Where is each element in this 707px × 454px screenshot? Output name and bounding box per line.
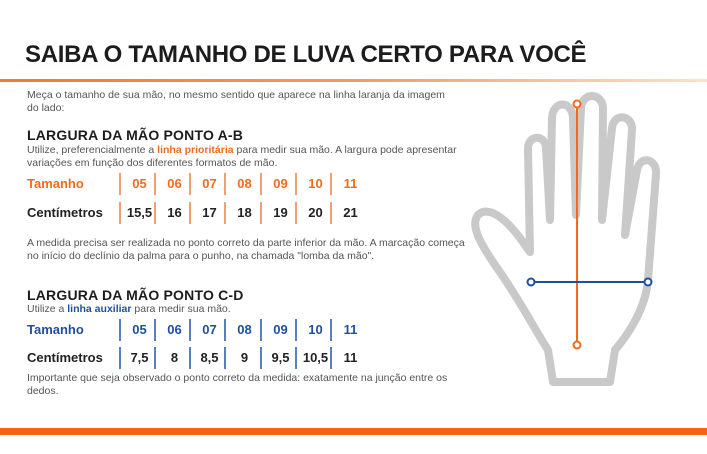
cm-value: 17	[202, 205, 217, 220]
column-separator	[295, 319, 297, 341]
column-separator	[330, 173, 332, 195]
cd-size-row: Tamanho 05 06 07 08 09 10 11	[27, 319, 367, 341]
column-separator	[189, 202, 191, 224]
size-value: 10	[308, 322, 323, 337]
column-separator	[295, 202, 297, 224]
desc-text: Utilize a	[27, 303, 68, 315]
column-separator	[224, 319, 226, 341]
cm-value: 9	[240, 350, 249, 365]
cm-value: 9,5	[271, 350, 290, 365]
size-value: 08	[237, 176, 252, 191]
point-b	[572, 340, 582, 350]
column-separator	[224, 347, 226, 369]
size-label: Tamanho	[27, 322, 84, 337]
size-label: Tamanho	[27, 176, 84, 191]
size-value: 10	[308, 176, 323, 191]
point-c	[526, 277, 536, 287]
size-value: 06	[167, 322, 182, 337]
ab-size-row: Tamanho 05 06 07 08 09 10 11	[27, 173, 367, 195]
size-value: 08	[237, 322, 252, 337]
bottom-bar	[0, 428, 707, 435]
column-separator	[154, 202, 156, 224]
cm-label: Centímetros	[27, 350, 103, 365]
column-separator	[295, 173, 297, 195]
column-separator	[224, 202, 226, 224]
size-value: 06	[167, 176, 182, 191]
intro-text: Meça o tamanho de sua mão, no mesmo sent…	[27, 89, 445, 114]
size-value: 11	[343, 176, 358, 191]
point-d	[643, 277, 653, 287]
column-separator	[189, 319, 191, 341]
section-cd-heading: LARGURA DA MÃO PONTO C-D	[27, 287, 244, 303]
column-separator	[119, 173, 121, 195]
cm-value: 21	[343, 205, 358, 220]
section-cd-description: Utilize a linha auxiliar para medir sua …	[27, 303, 457, 316]
desc-text: para medir sua mão.	[131, 303, 231, 315]
point-a	[572, 99, 582, 109]
column-separator	[330, 319, 332, 341]
size-value: 09	[273, 176, 288, 191]
cm-value: 10,5	[302, 350, 329, 365]
column-separator	[260, 202, 262, 224]
section-ab-note: A medida precisa ser realizada no ponto …	[27, 237, 465, 262]
section-cd-note: Importante que seja observado o ponto co…	[27, 372, 448, 397]
column-separator	[295, 347, 297, 369]
column-separator	[119, 202, 121, 224]
size-value: 07	[202, 322, 217, 337]
column-separator	[260, 173, 262, 195]
cm-value: 8,5	[200, 350, 219, 365]
cd-cm-row: Centímetros 7,5 8 8,5 9 9,5 10,5 11	[27, 347, 367, 369]
cm-label: Centímetros	[27, 205, 103, 220]
column-separator	[189, 347, 191, 369]
column-separator	[330, 347, 332, 369]
size-value: 09	[273, 322, 288, 337]
column-separator	[224, 173, 226, 195]
desc-text: para medir sua mão. A largura pode apres…	[27, 144, 457, 169]
column-separator	[260, 347, 262, 369]
ab-cm-row: Centímetros 15,5 16 17 18 19 20 21	[27, 202, 367, 224]
cm-value: 16	[167, 205, 182, 220]
column-separator	[189, 173, 191, 195]
cm-value: 15,5	[126, 205, 153, 220]
size-value: 05	[132, 322, 147, 337]
cm-value: 8	[170, 350, 179, 365]
page-title: SAIBA O TAMANHO DE LUVA CERTO PARA VOCÊ	[25, 41, 587, 68]
column-separator	[330, 202, 332, 224]
column-separator	[260, 319, 262, 341]
column-separator	[119, 347, 121, 369]
size-value: 07	[202, 176, 217, 191]
auxiliary-line-highlight: linha auxiliar	[67, 303, 132, 315]
cm-value: 18	[237, 205, 252, 220]
column-separator	[119, 319, 121, 341]
section-ab-heading: LARGURA DA MÃO PONTO A-B	[27, 127, 244, 143]
cm-value: 20	[308, 205, 323, 220]
priority-line-highlight: linha prioritária	[157, 144, 234, 156]
column-separator	[154, 173, 156, 195]
desc-text: Utilize, preferencialmente a	[27, 144, 158, 156]
cm-value: 19	[273, 205, 288, 220]
column-separator	[154, 347, 156, 369]
size-value: 11	[343, 322, 358, 337]
cm-value: 7,5	[130, 350, 149, 365]
section-ab-description: Utilize, preferencialmente a linha prior…	[27, 144, 457, 170]
cm-value: 11	[343, 350, 358, 365]
size-value: 05	[132, 176, 147, 191]
column-separator	[154, 319, 156, 341]
title-divider	[0, 79, 707, 82]
